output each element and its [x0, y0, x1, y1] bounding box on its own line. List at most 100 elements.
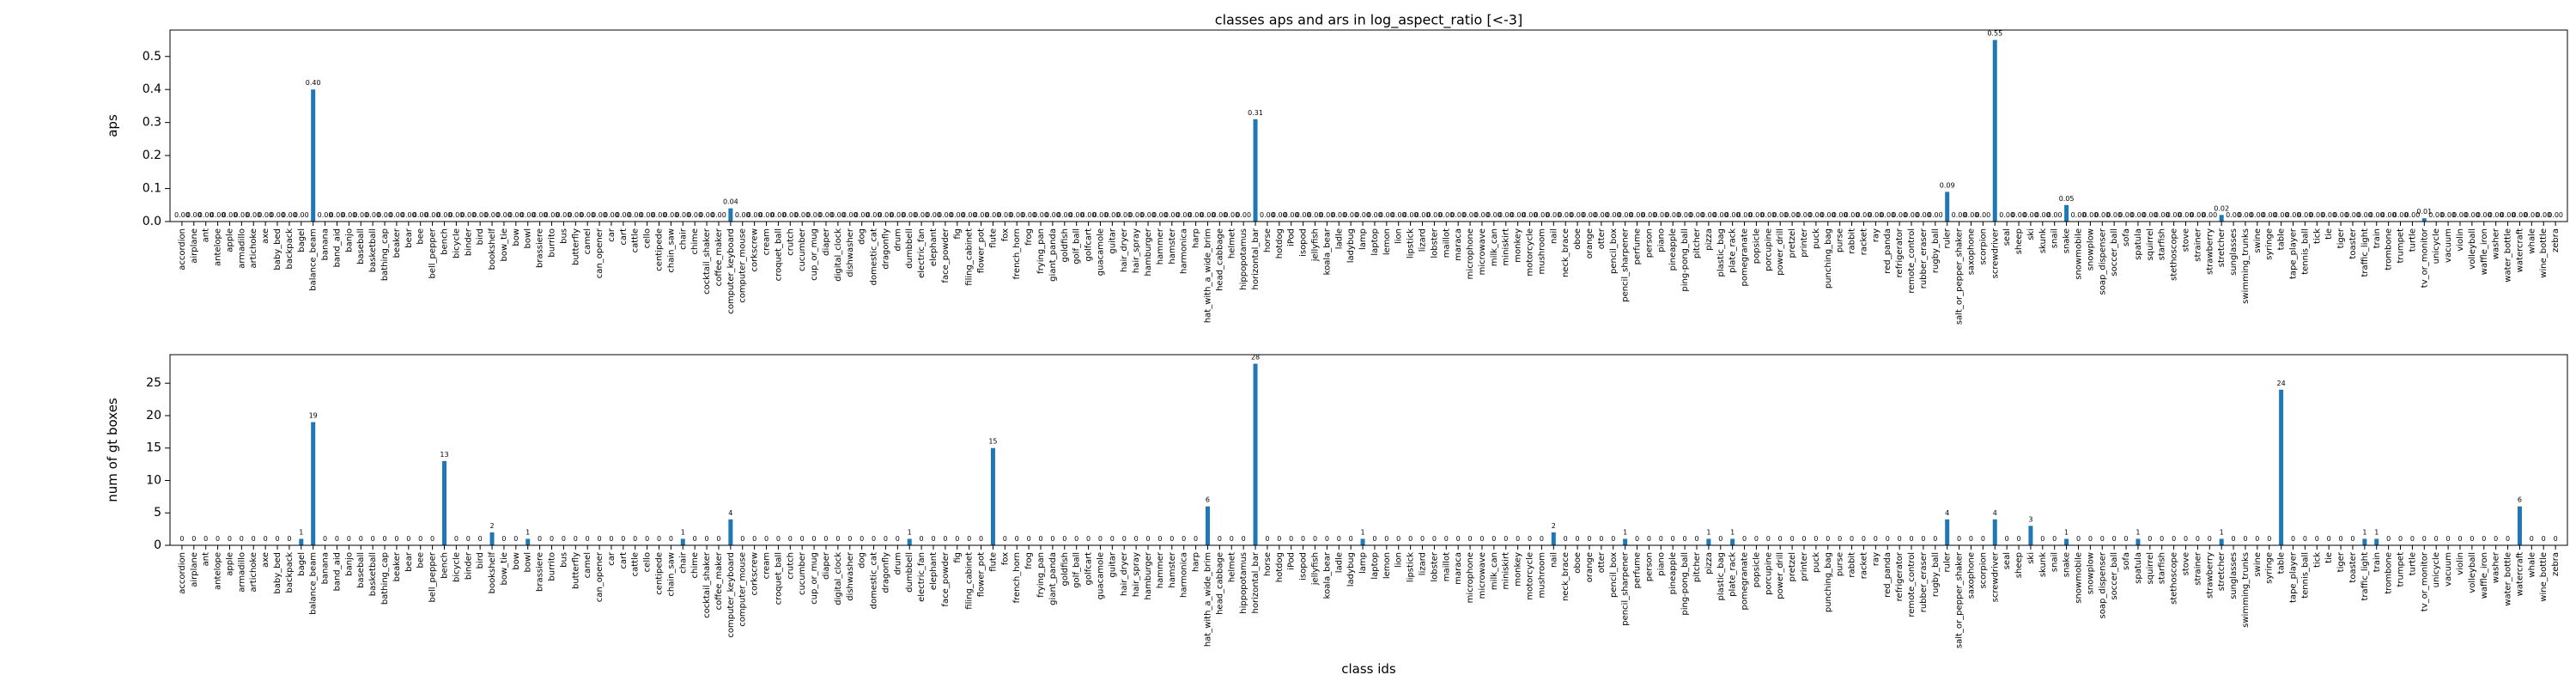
value-label: 0 [2267, 535, 2271, 543]
value-label: 0.00 [2381, 211, 2397, 219]
x-tick-label: train [2372, 552, 2382, 572]
x-tick-label: strainer [2193, 228, 2202, 262]
value-label: 0.00 [1343, 211, 1358, 219]
x-tick-label: washer [2492, 228, 2501, 259]
x-tick-label: plastic_bag [1716, 228, 1726, 277]
bar [2362, 538, 2367, 545]
value-label: 0 [1456, 535, 1461, 543]
value-label: 0 [586, 535, 590, 543]
value-label: 0.00 [2011, 211, 2026, 219]
x-tick-label: volleyball [2468, 228, 2477, 270]
value-label: 0 [2506, 535, 2510, 543]
value-label: 0 [2088, 535, 2093, 543]
x-tick-label: lipstick [1406, 552, 1416, 582]
value-label: 4 [1993, 509, 1997, 517]
x-tick-label: ant [202, 552, 211, 566]
value-label: 0.00 [1689, 211, 1704, 219]
y-tick-label: 0.0 [143, 215, 161, 228]
value-label: 0.00 [2082, 211, 2098, 219]
value-label: 0.00 [186, 211, 202, 219]
x-tick-label: cocktail_shaker [702, 228, 712, 295]
x-tick-label: cup_or_mug [810, 552, 819, 605]
bar [2028, 526, 2033, 545]
value-label: 0 [2148, 535, 2152, 543]
value-label: 0 [1742, 535, 1747, 543]
value-label: 0.00 [1642, 211, 1657, 219]
x-tick-label: chain_saw [666, 552, 676, 597]
x-tick-label: camel [583, 552, 592, 578]
bar [1945, 192, 1950, 222]
value-label: 0.00 [699, 211, 714, 219]
value-label: 0.00 [1558, 211, 1573, 219]
value-label: 0.00 [2142, 211, 2158, 219]
value-label: 0 [1981, 535, 1985, 543]
value-label: 0 [1242, 535, 1246, 543]
x-tick-label: armadillo [237, 552, 246, 593]
value-label: 0.00 [222, 211, 238, 219]
value-label: 0 [764, 535, 769, 543]
value-label: 0 [240, 535, 244, 543]
value-label: 0.00 [2476, 211, 2492, 219]
x-tick-label: pencil_box [1609, 228, 1619, 274]
value-label: 0.00 [914, 211, 929, 219]
value-label: 0.00 [1188, 211, 1204, 219]
x-tick-label: violin [2456, 552, 2465, 575]
x-tick-label: chair [678, 228, 688, 250]
value-label: 0 [371, 535, 375, 543]
value-label: 0 [1635, 535, 1639, 543]
value-label: 0 [2076, 535, 2081, 543]
value-label: 0.00 [1403, 211, 1419, 219]
value-label: 0 [1850, 535, 1854, 543]
value-label: 0 [179, 535, 184, 543]
x-tick-label: water_bottle [2504, 552, 2513, 606]
value-label: 0.00 [1236, 211, 1251, 219]
x-tick-label: bowl [524, 228, 533, 248]
x-tick-label: cello [643, 552, 653, 572]
x-tick-label: bow [512, 552, 521, 570]
x-tick-label: french_horn [1012, 552, 1022, 603]
bar [1253, 119, 1258, 222]
value-label: 0 [1157, 535, 1162, 543]
x-tick-label: bear [404, 228, 414, 248]
value-label: 0.00 [1128, 211, 1144, 219]
value-label: 0 [2422, 535, 2427, 543]
value-label: 0 [1265, 535, 1269, 543]
value-label: 0 [931, 535, 935, 543]
x-tick-label: ant [202, 228, 211, 242]
value-label: 0.00 [2309, 211, 2324, 219]
x-tick-label: pretzel [1788, 552, 1797, 582]
x-tick-label: popsicle [1752, 228, 1761, 264]
x-tick-label: sunglasses [2229, 228, 2239, 276]
value-label: 0.55 [1987, 30, 2002, 38]
value-label: 0 [2303, 535, 2307, 543]
value-label: 0.00 [448, 211, 464, 219]
value-label: 0.00 [234, 211, 249, 219]
x-tick-label: ski [2026, 552, 2036, 564]
value-label: 0 [1384, 535, 1388, 543]
value-label: 0 [1599, 535, 1603, 543]
x-tick-label: orange [1585, 552, 1595, 582]
value-label: 0 [1862, 535, 1866, 543]
x-tick-label: tiger [2336, 551, 2346, 572]
x-tick-label: can_opener [595, 551, 605, 602]
x-tick-label: dumbbell [905, 552, 914, 593]
x-tick-label: hat_with_a_wide_brim [1203, 228, 1212, 323]
x-tick-label: chain_saw [666, 228, 676, 273]
x-tick-label: bus [559, 552, 568, 568]
x-tick-label: table [2277, 228, 2287, 250]
x-tick-label: snowmobile [2074, 228, 2083, 280]
x-tick-label: train [2372, 228, 2382, 248]
value-label: 0.00 [1665, 211, 1680, 219]
value-label: 0.00 [1391, 211, 1406, 219]
value-label: 0.00 [294, 211, 309, 219]
value-label: 0.00 [2357, 211, 2372, 219]
x-tick-label: swimming_trunks [2241, 552, 2251, 628]
value-label: 0.00 [2226, 211, 2241, 219]
value-label: 0.00 [270, 211, 285, 219]
x-tick-label: lizard [1419, 228, 1428, 252]
value-label: 0.00 [2190, 211, 2205, 219]
x-tick-label: digital_clock [834, 228, 843, 282]
x-tick-label: motorcycle [1526, 228, 1535, 277]
value-label: 0.00 [1737, 211, 1753, 219]
